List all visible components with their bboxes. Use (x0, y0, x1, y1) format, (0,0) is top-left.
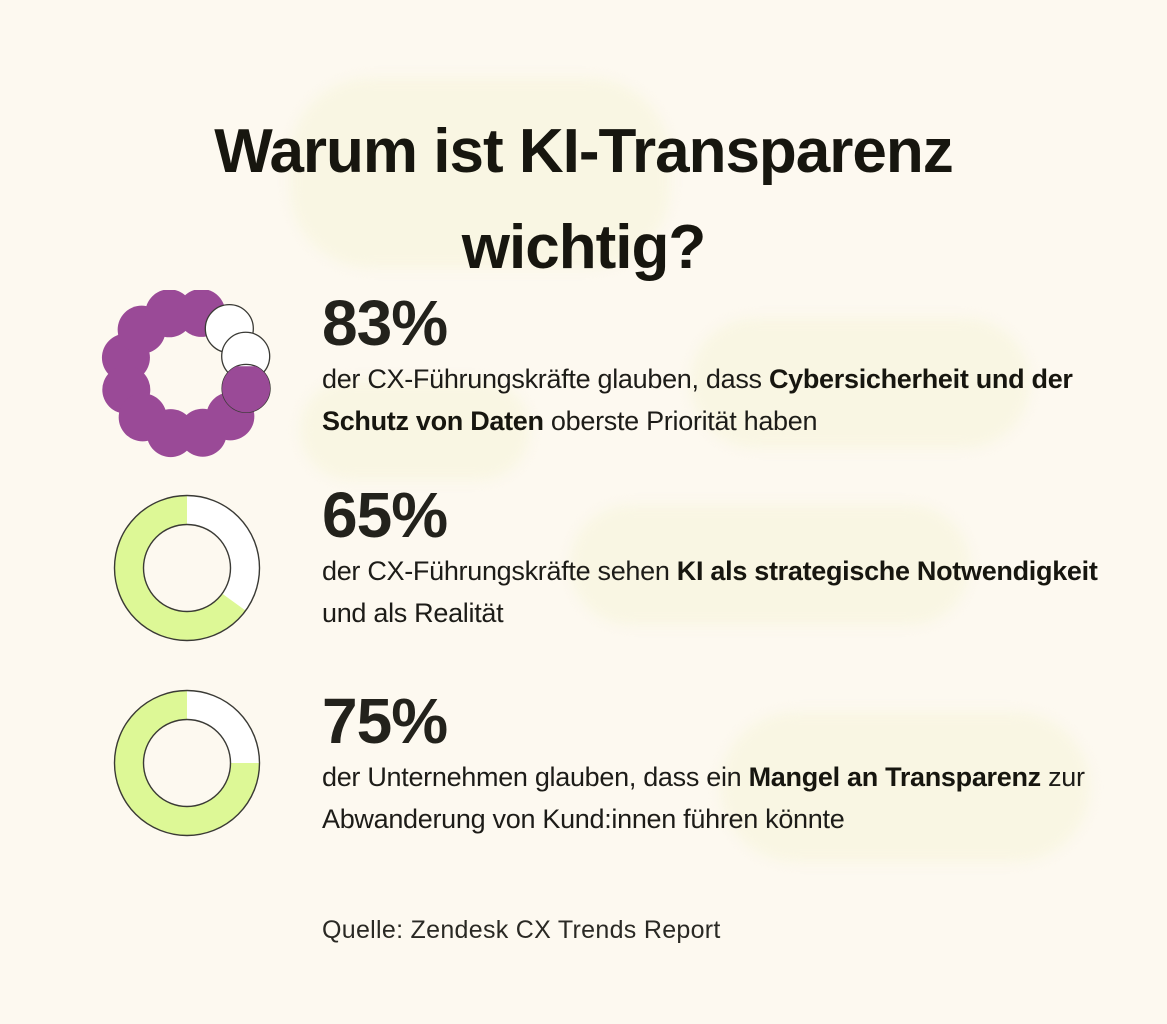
source-note: Quelle: Zendesk CX Trends Report (322, 916, 721, 944)
ring-dot-partial-fill (222, 366, 271, 413)
donut-outline-outer (113, 689, 261, 837)
background-blob (300, 380, 530, 480)
stat-ai-strategy: 65% der CX-Führungskräfte sehen KI als s… (322, 482, 1102, 634)
background-blob (690, 318, 1030, 448)
donut-outline-inner (142, 718, 232, 808)
background-blob (570, 505, 970, 625)
stat-percent: 75% (322, 685, 448, 757)
purple-dot-ring-icon (101, 290, 271, 458)
donut-outline-outer (113, 494, 261, 642)
donut-arc-value (114, 495, 246, 641)
stat-percent: 83% (322, 287, 448, 359)
stat-description: der Unternehmen glauben, dass ein Mangel… (322, 762, 1085, 834)
stat-description: der CX-Führungskräfte glauben, dass Cybe… (322, 364, 1073, 436)
donut-outline-inner (142, 523, 232, 613)
stat-transparency: 75% der Unternehmen glauben, dass ein Ma… (322, 688, 1102, 840)
background-blob (720, 712, 1090, 862)
donut-arc-value (114, 690, 260, 836)
lime-donut-icon (113, 494, 261, 642)
stat-description: der CX-Führungskräfte sehen KI als strat… (322, 556, 1098, 628)
page-title: Warum ist KI-Transparenz wichtig? (214, 117, 954, 282)
stat-cybersecurity: 83% der CX-Führungskräfte glauben, dass … (322, 290, 1102, 442)
stat-percent: 65% (322, 479, 448, 551)
lime-donut-icon (113, 689, 261, 837)
background-blob (290, 78, 670, 268)
